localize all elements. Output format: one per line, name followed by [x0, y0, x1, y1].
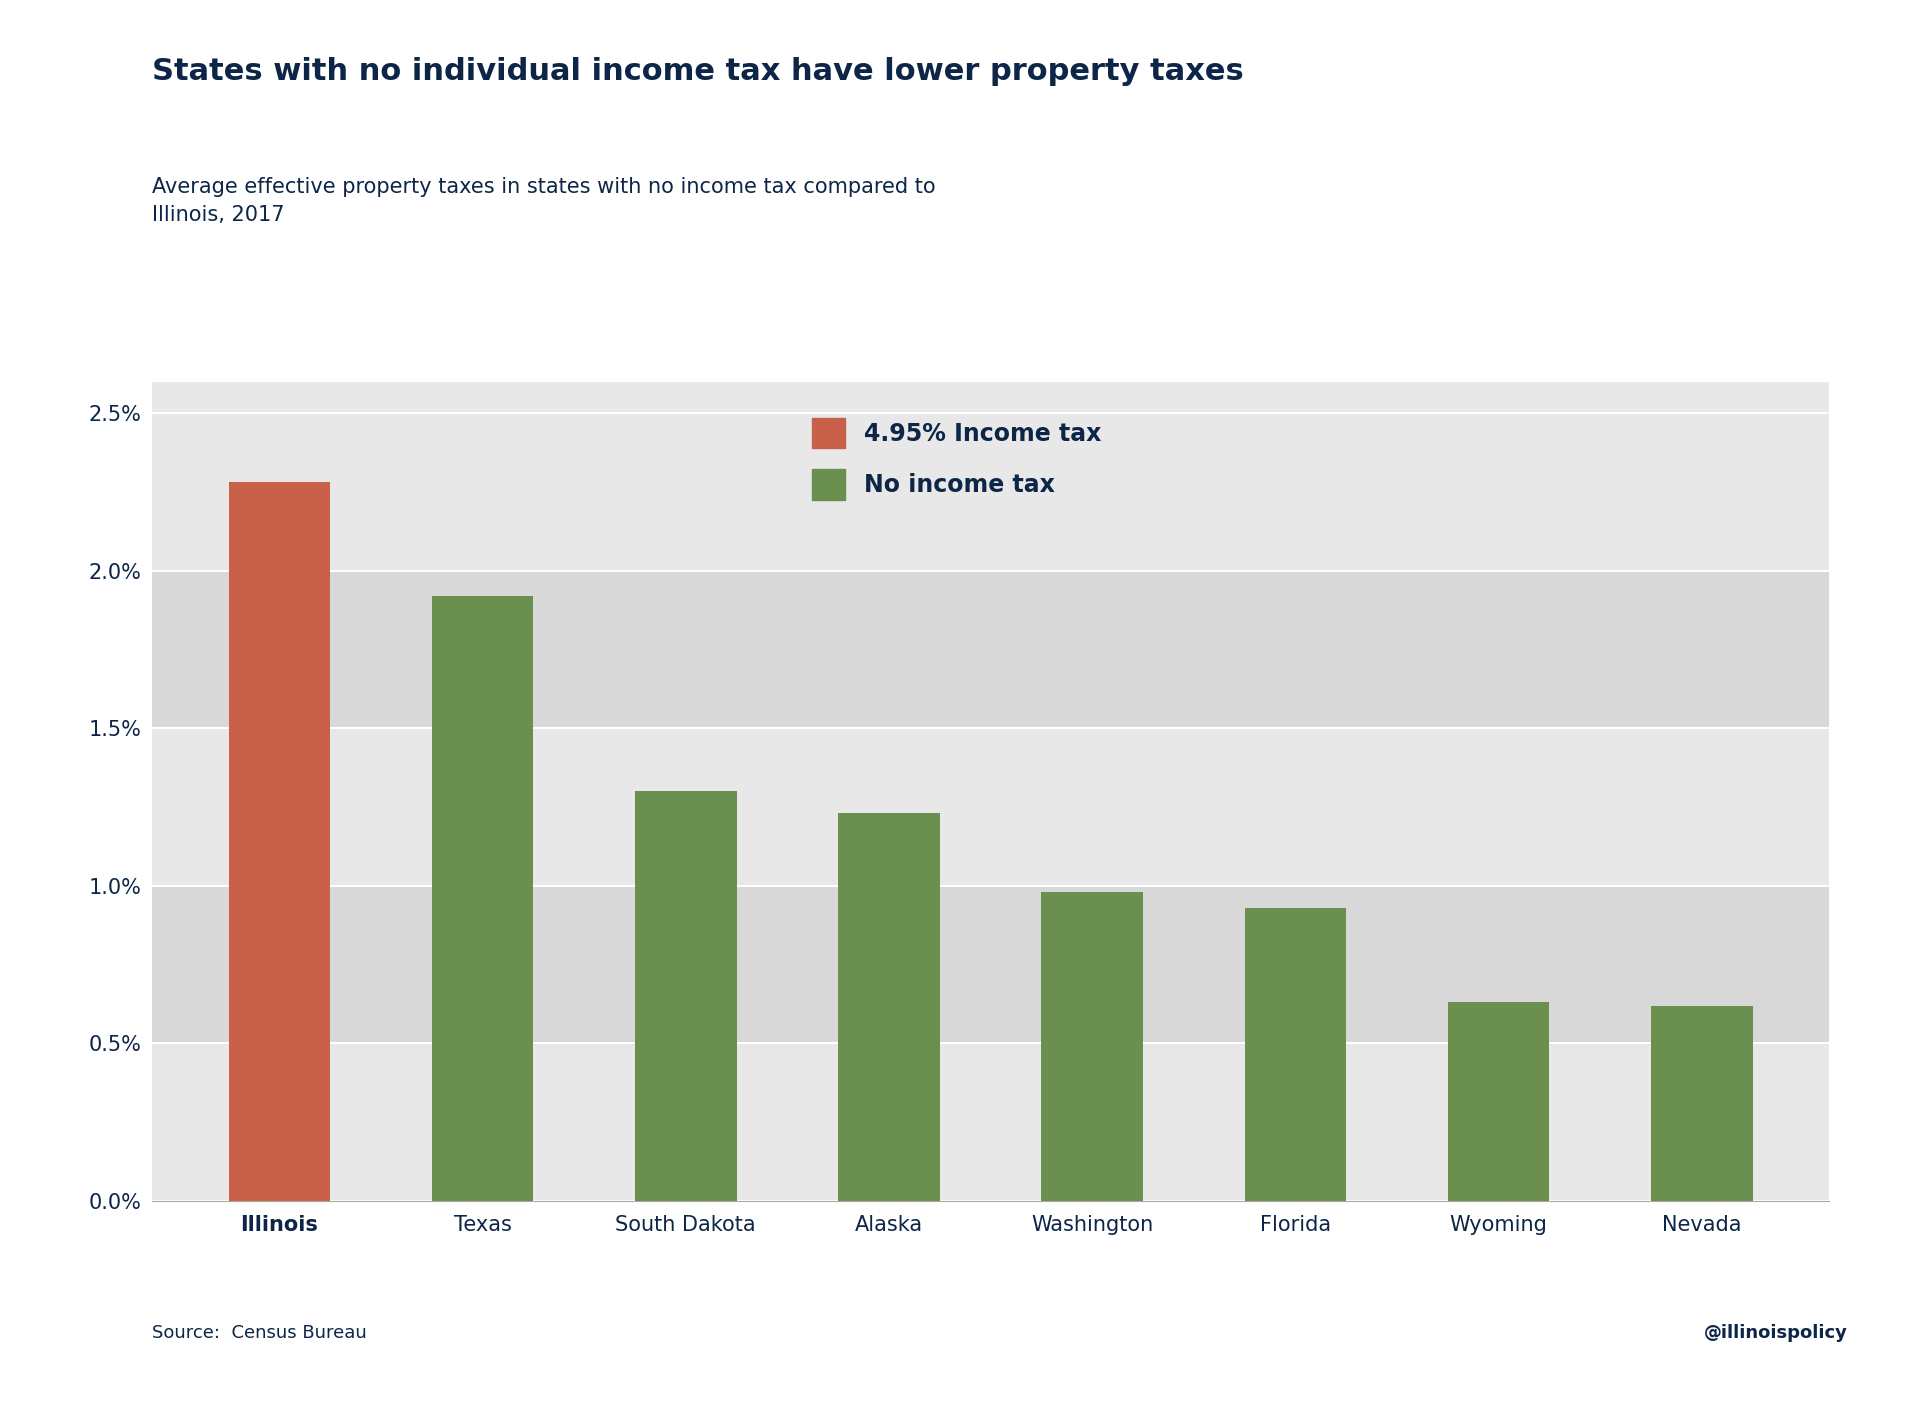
- Bar: [432, 596, 533, 1201]
- Text: Source:  Census Bureau: Source: Census Bureau: [152, 1324, 368, 1342]
- Text: Average effective property taxes in states with no income tax compared to
Illino: Average effective property taxes in stat…: [152, 177, 935, 225]
- Bar: [229, 482, 330, 1201]
- Bar: [152, 1043, 1829, 1201]
- Bar: [152, 413, 1829, 571]
- Bar: [152, 728, 1829, 886]
- Bar: [152, 886, 1829, 1043]
- Bar: [1042, 892, 1143, 1201]
- Bar: [1244, 909, 1347, 1201]
- Bar: [1652, 1006, 1753, 1201]
- Bar: [1448, 1002, 1549, 1201]
- Bar: [634, 791, 737, 1201]
- Legend: 4.95% Income tax, No income tax: 4.95% Income tax, No income tax: [812, 418, 1101, 500]
- Bar: [838, 814, 939, 1201]
- Bar: [152, 571, 1829, 728]
- Text: States with no individual income tax have lower property taxes: States with no individual income tax hav…: [152, 57, 1244, 86]
- Text: @illinoispolicy: @illinoispolicy: [1703, 1324, 1848, 1342]
